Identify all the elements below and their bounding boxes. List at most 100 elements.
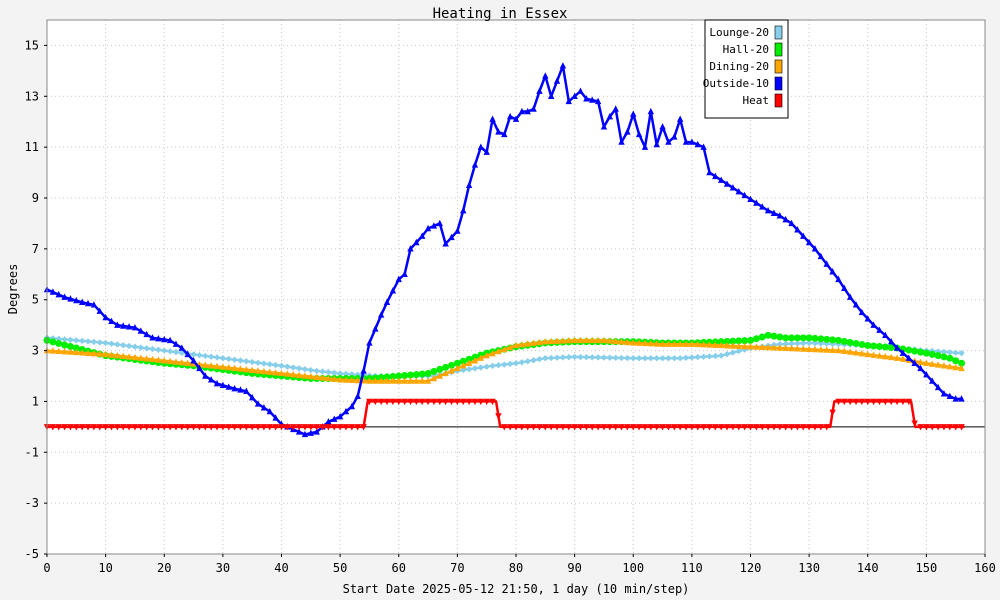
data-point-dining-20: [61, 348, 68, 355]
data-point-dining-20: [630, 339, 637, 346]
data-point-outside-10: [676, 115, 684, 122]
data-point-heat: [348, 424, 356, 431]
data-point-hall-20: [465, 355, 473, 363]
data-point-outside-10: [940, 390, 948, 397]
data-point-dining-20: [653, 340, 660, 347]
data-point-dining-20: [506, 343, 514, 351]
data-point-dining-20: [413, 377, 420, 384]
data-point-outside-10: [518, 107, 526, 115]
data-point-dining-20: [741, 342, 748, 350]
data-point-heat: [125, 424, 133, 431]
data-point-lounge-20: [483, 363, 490, 370]
data-point-dining-20: [759, 343, 766, 350]
data-point-hall-20: [430, 367, 438, 375]
data-point-outside-10: [207, 376, 215, 383]
data-point-lounge-20: [301, 366, 309, 373]
data-point-outside-10: [143, 330, 150, 338]
data-point-lounge-20: [336, 370, 344, 377]
data-point-dining-20: [125, 353, 133, 360]
data-point-hall-20: [770, 332, 778, 340]
data-point-hall-20: [758, 333, 766, 341]
data-point-dining-20: [73, 348, 80, 356]
data-point-hall-20: [875, 343, 883, 351]
data-point-dining-20: [876, 352, 883, 359]
data-point-outside-10: [682, 138, 690, 145]
data-point-heat: [641, 424, 649, 431]
data-point-hall-20: [735, 337, 743, 345]
data-point-heat: [143, 424, 150, 431]
data-point-dining-20: [448, 367, 455, 374]
data-point-lounge-20: [78, 337, 86, 345]
data-point-outside-10: [694, 140, 701, 148]
x-tick-label: 140: [857, 561, 879, 575]
data-point-lounge-20: [524, 358, 531, 365]
data-point-dining-20: [67, 348, 74, 355]
data-point-lounge-20: [96, 339, 103, 346]
data-point-lounge-20: [61, 336, 68, 343]
data-point-heat: [248, 424, 256, 431]
data-point-lounge-20: [465, 366, 473, 373]
x-tick-label: 160: [974, 561, 996, 575]
data-point-lounge-20: [331, 369, 338, 377]
data-point-heat: [577, 424, 584, 431]
data-point-outside-10: [764, 207, 772, 214]
data-point-heat: [583, 424, 590, 431]
data-point-heat: [635, 424, 643, 431]
data-point-lounge-20: [958, 349, 965, 357]
x-tick-label: 150: [916, 561, 938, 575]
data-point-lounge-20: [284, 363, 291, 370]
data-point-heat: [952, 424, 959, 431]
data-point-lounge-20: [102, 339, 109, 347]
data-point-heat: [436, 398, 443, 406]
data-point-heat: [612, 424, 619, 431]
data-point-dining-20: [131, 353, 139, 361]
data-point-outside-10: [243, 387, 250, 394]
data-point-hall-20: [424, 369, 432, 377]
data-point-dining-20: [319, 374, 326, 381]
data-point-lounge-20: [618, 354, 625, 362]
data-point-lounge-20: [190, 351, 197, 358]
data-point-heat: [542, 424, 549, 431]
x-tick-label: 30: [216, 561, 230, 575]
data-point-dining-20: [389, 377, 397, 384]
data-point-outside-10: [917, 364, 924, 372]
data-point-dining-20: [536, 338, 543, 346]
data-point-dining-20: [893, 354, 901, 361]
data-point-dining-20: [172, 358, 180, 365]
data-point-heat: [495, 413, 502, 420]
data-point-lounge-20: [776, 341, 784, 348]
data-point-lounge-20: [90, 338, 98, 346]
data-point-lounge-20: [161, 347, 168, 354]
data-point-lounge-20: [84, 338, 92, 345]
data-point-lounge-20: [606, 354, 613, 361]
data-point-outside-10: [137, 327, 144, 334]
data-point-heat: [788, 424, 795, 431]
data-point-dining-20: [530, 339, 537, 346]
data-point-heat: [331, 424, 338, 431]
data-point-outside-10: [477, 143, 485, 150]
series-outside-10: [43, 62, 965, 438]
y-tick-label: 1: [32, 394, 39, 408]
data-point-lounge-20: [213, 354, 221, 361]
x-tick-label: 50: [333, 561, 347, 575]
data-point-outside-10: [811, 245, 819, 252]
data-point-dining-20: [864, 350, 871, 358]
data-point-heat: [899, 398, 907, 406]
data-point-heat: [688, 424, 696, 431]
data-point-heat: [460, 398, 467, 406]
data-point-hall-20: [389, 373, 397, 381]
data-point-lounge-20: [149, 345, 156, 353]
data-point-heat: [401, 398, 408, 406]
data-point-lounge-20: [940, 348, 948, 356]
data-point-outside-10: [671, 133, 678, 140]
data-point-heat: [336, 424, 344, 431]
data-point-heat: [413, 398, 420, 406]
data-point-heat: [647, 424, 655, 431]
data-point-heat: [589, 424, 596, 431]
legend-swatch: [774, 59, 783, 74]
data-point-heat: [841, 398, 848, 406]
legend-label: Outside-10: [703, 77, 769, 90]
data-point-dining-20: [929, 360, 936, 367]
data-point-outside-10: [442, 240, 449, 247]
y-tick-label: 9: [32, 191, 39, 205]
